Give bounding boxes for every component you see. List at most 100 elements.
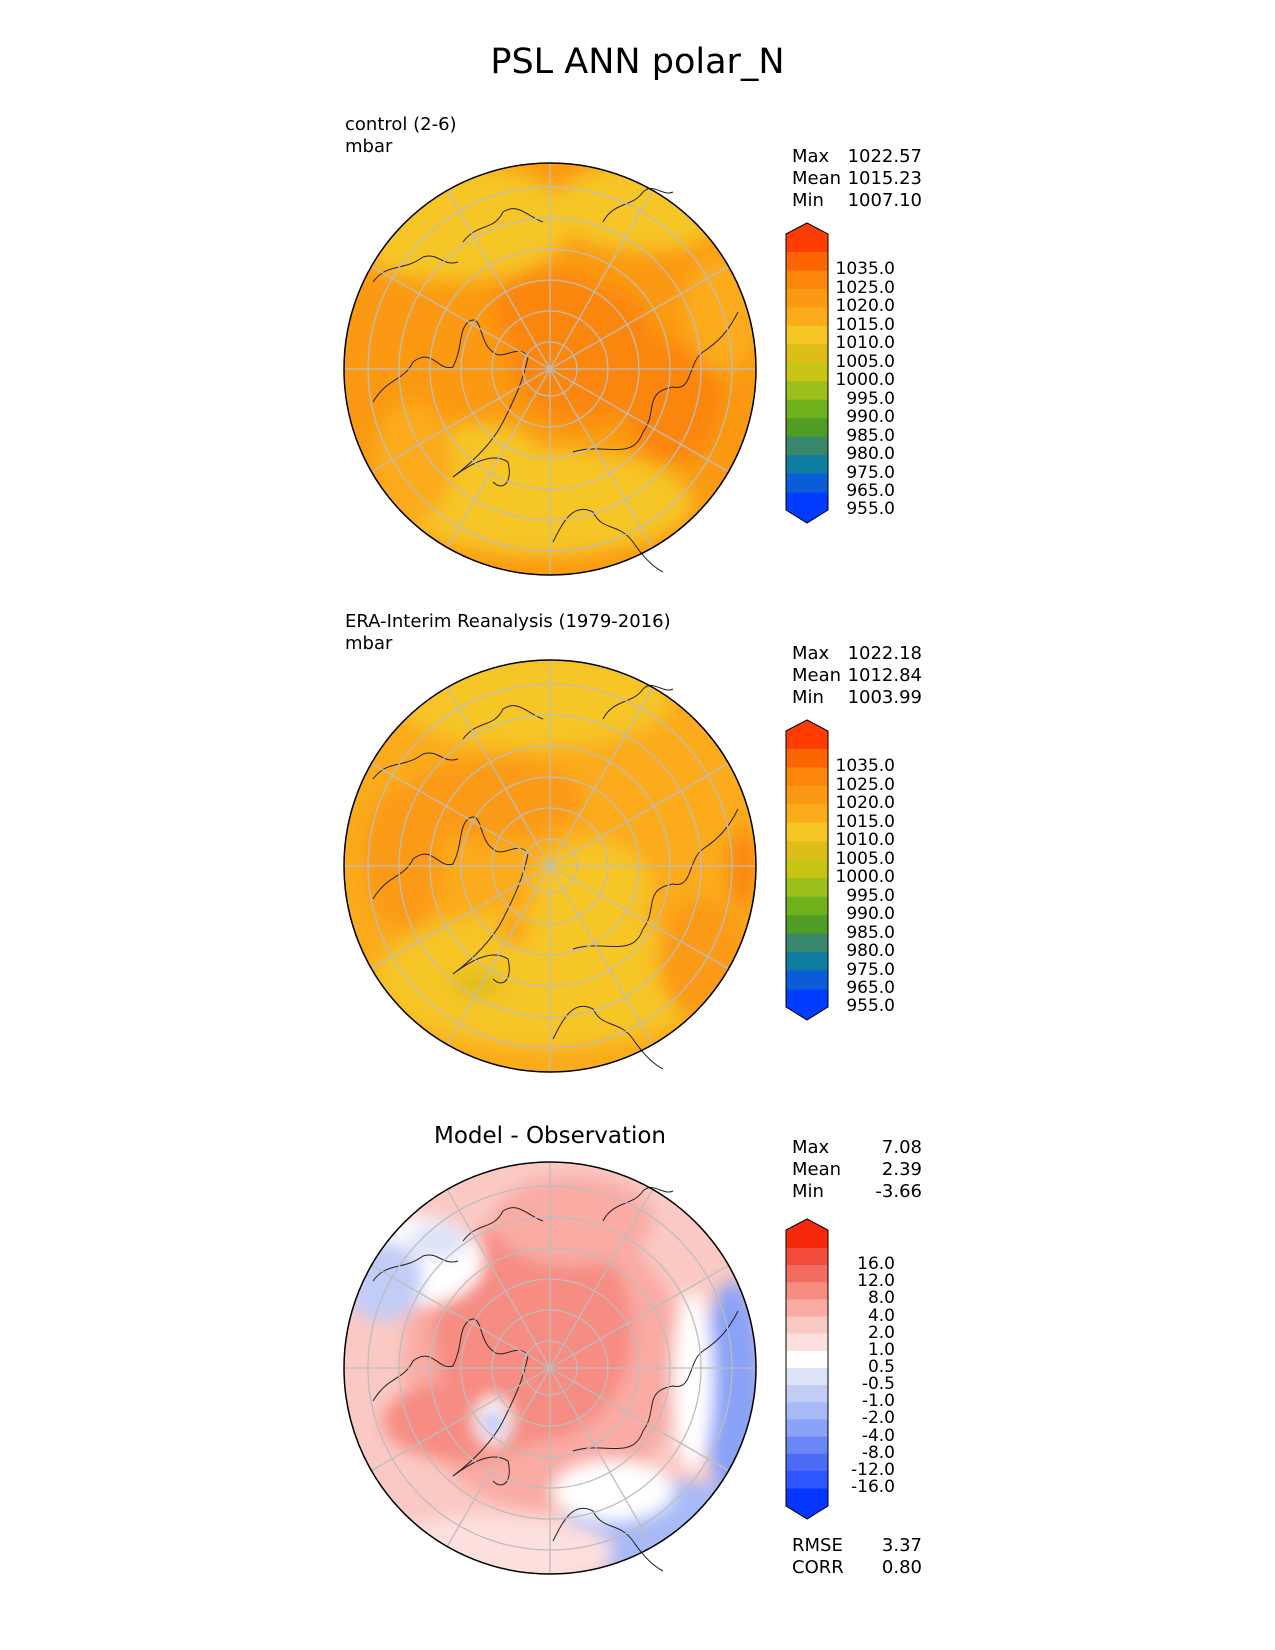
units-label: mbar: [345, 633, 393, 654]
colorbar: 1035.0 1025.0 1020.0 1015.0 1010.0 1005.0 1000…: [785, 222, 935, 524]
colorbar-high-extend: [786, 1219, 828, 1248]
polar-map: [343, 1161, 757, 1575]
colorbar-tick-label: 16.0: [857, 1254, 895, 1275]
mean-label: Mean: [792, 1159, 842, 1180]
colorbar-tick-label: 995.0: [846, 885, 895, 906]
colorbar-tick-label: 1020.0: [835, 296, 895, 317]
colorbar-low-extend: [786, 989, 828, 1020]
min-value: -3.66: [875, 1181, 922, 1202]
max-label: Max: [792, 146, 830, 167]
rmse-value: 3.37: [881, 1535, 922, 1556]
colorbar-tick-label: 12.0: [857, 1271, 895, 1292]
colorbar-segment: [786, 859, 828, 879]
colorbar-tick-label: 985.0: [846, 425, 895, 446]
colorbar-segment: [786, 915, 828, 935]
min-label: Min: [792, 687, 824, 708]
graticule: [344, 1162, 756, 1574]
rmse-label: RMSE: [792, 1535, 843, 1556]
min-value: 1007.10: [847, 190, 922, 211]
colorbar-tick-label: 1000.0: [835, 370, 895, 391]
colorbar-outline: [785, 719, 829, 1021]
max-value: 1022.57: [847, 146, 922, 167]
corr-label: CORR: [792, 1557, 844, 1578]
colorbar-tick-label: -8.0: [861, 1442, 895, 1463]
coastlines: [372, 187, 739, 573]
colorbar-segment: [786, 1368, 828, 1386]
colorbar-segment: [786, 362, 828, 382]
colorbar-svg: [785, 719, 829, 1021]
colorbar-tick-label: 1020.0: [835, 793, 895, 814]
colorbar-tick-label: 965.0: [846, 481, 895, 501]
colorbar-segment: [786, 1402, 828, 1420]
colorbar-tick-label: 995.0: [846, 388, 895, 409]
colorbar-segment: [786, 344, 828, 364]
colorbar-tick-label: -4.0: [861, 1425, 895, 1446]
colorbar-tick-label: 990.0: [846, 904, 895, 925]
colorbar-segment: [786, 455, 828, 475]
min-value: 1003.99: [847, 687, 922, 708]
colorbar-segment: [786, 1333, 828, 1352]
colorbar-segment: [786, 878, 828, 898]
max-label: Max: [792, 643, 830, 664]
max-value: 1022.18: [847, 643, 922, 664]
min-label: Min: [792, 1181, 824, 1202]
colorbar-tick-label: 1025.0: [835, 277, 895, 298]
polar-map: [343, 659, 757, 1073]
graticule: [344, 163, 756, 575]
colorbar-tick-label: 965.0: [846, 978, 895, 998]
colorbar-tick-label: -16.0: [851, 1477, 895, 1497]
colorbar-tick-label: 4.0: [867, 1305, 895, 1326]
colorbar-svg: [785, 1218, 829, 1520]
colorbar-segment: [786, 841, 828, 861]
colorbar-tick-label: 1.0: [867, 1339, 895, 1360]
colorbar-tick-label: -12.0: [851, 1459, 895, 1480]
colorbar-tick-label: 8.0: [867, 1288, 895, 1309]
colorbar-tick-label: 1025.0: [835, 774, 895, 795]
colorbar-tick-label: 1005.0: [835, 351, 895, 372]
colorbar-segment: [786, 288, 828, 308]
colorbar-segment: [786, 399, 828, 419]
colorbar-segment: [786, 1350, 828, 1369]
case-name: control (2-6): [345, 114, 457, 135]
colorbar-tick-label: 0.5: [867, 1357, 895, 1377]
metrics-block: RMSE 3.37 CORR 0.80: [792, 1535, 922, 1579]
colorbar-tick-label: 955.0: [846, 499, 895, 520]
mean-label: Mean: [792, 665, 842, 686]
panel-control: control (2-6) mbar: [0, 110, 1275, 580]
colorbar-segment: [786, 822, 828, 842]
colorbar-segment: [786, 1436, 828, 1455]
stats-block: Max 1022.57 Mean 1015.23 Min 1007.10: [792, 146, 922, 212]
colorbar-segment: [786, 418, 828, 438]
colorbar: 1035.0 1025.0 1020.0 1015.0 1010.0 1005.0 1000…: [785, 719, 935, 1021]
colorbar-segment: [786, 307, 828, 327]
panel-title: Model - Observation: [433, 1123, 667, 1149]
stats-block: Max 7.08 Mean 2.39 Min -3.66: [792, 1137, 922, 1203]
map-boundary: [343, 659, 757, 1073]
panel-difference: Model - Observation: [0, 1115, 1275, 1585]
colorbar-tick-label: 980.0: [846, 941, 895, 962]
colorbar-segment: [786, 749, 828, 768]
colorbar-segment: [786, 436, 828, 456]
graticule: [344, 660, 756, 1072]
colorbar-outline: [785, 1218, 829, 1520]
colorbar-tick-label: 2.0: [867, 1322, 895, 1343]
panel-subtitle: control (2-6) mbar: [345, 114, 457, 158]
colorbar-tick-label: -0.5: [861, 1374, 895, 1395]
colorbar-segment: [786, 1316, 828, 1335]
colorbar-segment: [786, 1299, 828, 1318]
colorbar-tick-label: 1035.0: [835, 756, 895, 777]
colorbar-segment: [786, 785, 828, 805]
colorbar-segment: [786, 381, 828, 401]
colorbar-tick-label: 1000.0: [835, 867, 895, 888]
colorbar-segment: [786, 270, 828, 290]
colorbar-tick-label: 1015.0: [835, 314, 895, 335]
colorbar-segment: [786, 933, 828, 953]
colorbar-segment: [786, 325, 828, 345]
max-value: 7.08: [881, 1137, 922, 1158]
stats-block: Max 1022.18 Mean 1012.84 Min 1003.99: [792, 643, 922, 709]
colorbar-low-extend: [786, 1488, 828, 1519]
colorbar-tick-label: -1.0: [861, 1391, 895, 1412]
colorbar-segment: [786, 1470, 828, 1489]
colorbar-tick-label: 1010.0: [835, 333, 895, 354]
colorbar: 16.0 12.0 8.0 4.0 2.0 1.0 0.5 -0.5 -1.0 -2.0 -4.0-…: [785, 1218, 935, 1520]
